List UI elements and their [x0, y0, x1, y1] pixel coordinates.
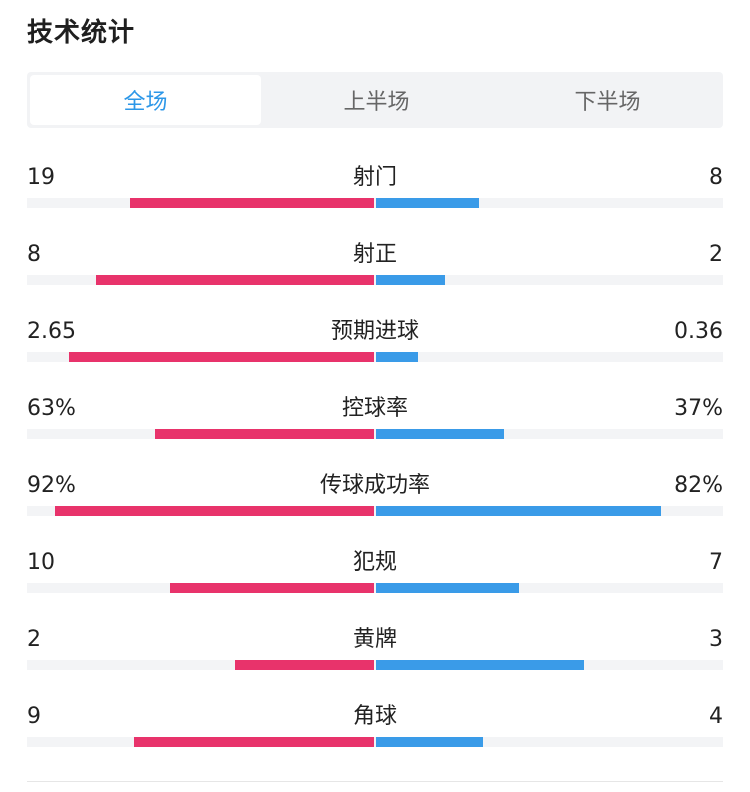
- away-value: 82%: [674, 473, 723, 498]
- home-bar: [55, 506, 374, 516]
- stat-label: 传球成功率: [319, 473, 430, 498]
- home-bar: [134, 737, 374, 747]
- away-bar: [376, 352, 418, 362]
- stat-bar-track: [27, 198, 723, 208]
- stat-bar-track: [27, 352, 723, 362]
- home-bar: [155, 429, 374, 439]
- home-value: 2: [27, 627, 41, 652]
- section-title: 技术统计: [27, 18, 136, 48]
- away-bar: [376, 429, 504, 439]
- home-bar: [170, 583, 374, 593]
- stat-row-shots: 19 射门 8: [27, 165, 723, 225]
- tab-second-half[interactable]: 下半场: [574, 90, 641, 115]
- stat-bar-track: [27, 737, 723, 747]
- away-bar: [376, 198, 479, 208]
- away-bar: [376, 275, 445, 285]
- stat-label: 黄牌: [352, 627, 397, 652]
- stat-row-possession: 63% 控球率 37%: [27, 396, 723, 456]
- away-bar: [376, 506, 661, 516]
- stat-bar-track: [27, 429, 723, 439]
- divider: [27, 781, 723, 782]
- tab-full-match[interactable]: 全场: [30, 75, 261, 125]
- stat-bar-track: [27, 506, 723, 516]
- away-value: 0.36: [674, 319, 723, 344]
- stat-label: 角球: [352, 704, 397, 729]
- stat-bar-track: [27, 583, 723, 593]
- home-bar: [130, 198, 374, 208]
- away-value: 3: [709, 627, 723, 652]
- away-bar: [376, 583, 519, 593]
- away-value: 7: [709, 550, 723, 575]
- home-bar: [69, 352, 374, 362]
- stat-row-pass-accuracy: 92% 传球成功率 82%: [27, 473, 723, 533]
- stat-label: 犯规: [352, 550, 397, 575]
- stat-row-fouls: 10 犯规 7: [27, 550, 723, 610]
- home-value: 9: [27, 704, 41, 729]
- home-value: 92%: [27, 473, 76, 498]
- stat-row-yellow-cards: 2 黄牌 3: [27, 627, 723, 687]
- stat-label: 射正: [352, 242, 397, 267]
- home-value: 8: [27, 242, 41, 267]
- home-value: 63%: [27, 396, 76, 421]
- stat-row-corners: 9 角球 4: [27, 704, 723, 764]
- away-value: 37%: [674, 396, 723, 421]
- away-value: 4: [709, 704, 723, 729]
- stat-label: 控球率: [341, 396, 408, 421]
- home-value: 19: [27, 165, 55, 190]
- stat-bar-track: [27, 275, 723, 285]
- period-tabs: 全场 上半场 下半场: [27, 72, 723, 128]
- away-value: 2: [709, 242, 723, 267]
- home-value: 2.65: [27, 319, 76, 344]
- home-value: 10: [27, 550, 55, 575]
- home-bar: [235, 660, 374, 670]
- stat-label: 射门: [352, 165, 397, 190]
- stat-bar-track: [27, 660, 723, 670]
- stat-label: 预期进球: [330, 319, 419, 344]
- away-value: 8: [709, 165, 723, 190]
- stat-row-expected-goals: 2.65 预期进球 0.36: [27, 319, 723, 379]
- home-bar: [96, 275, 374, 285]
- tab-first-half[interactable]: 上半场: [343, 90, 410, 115]
- away-bar: [376, 737, 483, 747]
- stat-row-shots-on-target: 8 射正 2: [27, 242, 723, 302]
- away-bar: [376, 660, 584, 670]
